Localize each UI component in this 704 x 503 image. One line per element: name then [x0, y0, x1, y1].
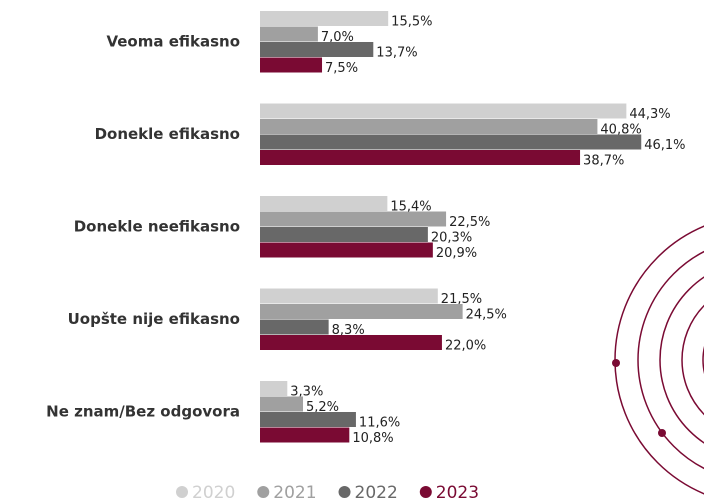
value-label: 46,1%: [644, 138, 685, 153]
bar: [260, 288, 438, 304]
value-label: 5,2%: [306, 400, 339, 415]
category-label: Uopšte nije efikasno: [68, 310, 240, 328]
category-label: Donekle neefikasno: [74, 218, 240, 236]
category-label: Veoma efikasno: [106, 33, 240, 51]
legend-marker: [257, 486, 270, 498]
bar: [260, 335, 442, 350]
value-label: 7,0%: [321, 30, 354, 45]
category-label: Ne znam/Bez odgovora: [46, 403, 240, 421]
value-label: 8,3%: [332, 323, 365, 338]
bar: [260, 11, 389, 26]
bar: [260, 427, 350, 443]
bar: [260, 134, 642, 150]
value-label: 21,5%: [441, 292, 482, 307]
legend-label: 2021: [273, 483, 316, 503]
bar: [260, 227, 428, 242]
value-label: 15,4%: [390, 199, 431, 214]
value-label: 22,5%: [449, 215, 490, 230]
bar: [260, 242, 433, 258]
decoration-dot: [658, 429, 666, 437]
bar: [260, 412, 356, 427]
category-label: Donekle efikasno: [95, 125, 240, 143]
legend-marker: [419, 486, 432, 498]
value-label: 40,8%: [600, 122, 641, 137]
bar: [260, 26, 318, 42]
value-label: 20,9%: [436, 246, 477, 261]
decoration-dot: [612, 359, 620, 367]
bar: [260, 103, 627, 119]
value-label: 11,6%: [359, 415, 400, 430]
value-label: 13,7%: [376, 45, 417, 60]
bar: [260, 150, 581, 165]
value-label: 44,3%: [629, 107, 670, 122]
value-label: 20,3%: [431, 230, 472, 245]
bar: [260, 211, 447, 227]
bar: [260, 304, 463, 319]
legend-label: 2020: [192, 483, 235, 503]
value-label: 24,5%: [466, 307, 507, 322]
value-label: 15,5%: [391, 14, 432, 29]
legend-label: 2023: [436, 483, 479, 503]
value-label: 38,7%: [583, 153, 624, 168]
value-label: 7,5%: [325, 61, 358, 76]
bar: [260, 381, 288, 396]
legend-marker: [338, 486, 351, 498]
legend-marker: [176, 486, 188, 498]
decoration: [614, 225, 704, 495]
bar: [260, 396, 304, 412]
value-label: 22,0%: [445, 338, 486, 353]
value-label: 3,3%: [290, 384, 323, 399]
bar: [260, 42, 374, 57]
bar: [260, 119, 598, 134]
bar: [260, 319, 329, 335]
legend-label: 2022: [355, 483, 398, 503]
bar: [260, 57, 323, 73]
bar: [260, 196, 388, 211]
value-label: 10,8%: [352, 431, 393, 446]
